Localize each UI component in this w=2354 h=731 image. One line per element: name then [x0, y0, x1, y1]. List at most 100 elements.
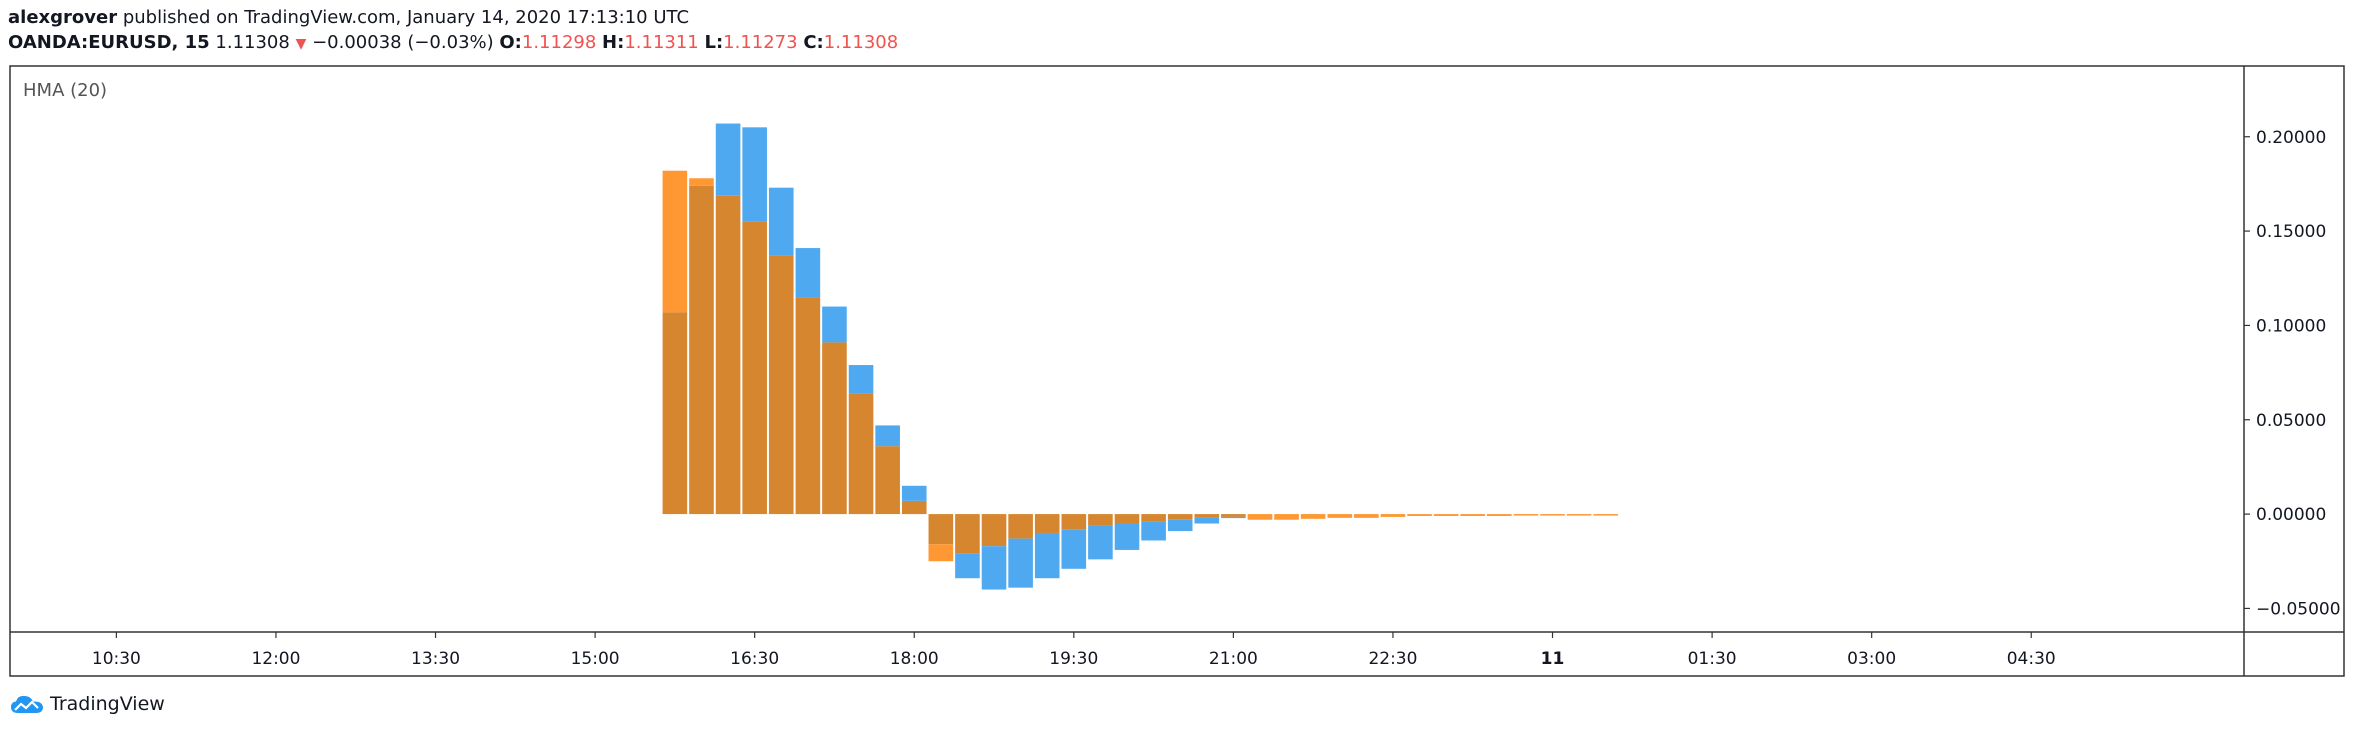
time-tick-label: 21:00 [1209, 649, 1258, 669]
overlap-bar [1194, 514, 1220, 518]
bars-group [662, 123, 1619, 590]
overlap-bar [928, 514, 954, 545]
blue-bar [1221, 516, 1246, 519]
overlap-bar [1221, 514, 1246, 517]
overlap-bar [875, 446, 900, 515]
blue-bar [1167, 519, 1193, 532]
orange-bar [1247, 514, 1273, 520]
publish-line: alexgrover published on TradingView.com,… [8, 6, 689, 30]
time-tick-label: 22:30 [1368, 649, 1417, 669]
orange-bar [1433, 514, 1459, 516]
time-tick-label: 10:30 [92, 649, 141, 669]
overlap-bar [662, 312, 688, 515]
overlap-bar [1114, 514, 1140, 524]
low-value: 1.11273 [723, 32, 798, 53]
time-tick-label: 11 [1541, 649, 1565, 669]
symbol-name[interactable]: OANDA:EURUSD, 15 [8, 32, 210, 53]
cloud-logo-icon [11, 695, 43, 713]
price-tick-label: −0.05000 [2256, 599, 2341, 619]
overlap-bar [1167, 514, 1193, 520]
low-label: L: [704, 32, 724, 53]
blue-bar [901, 485, 927, 501]
blue-bar [822, 306, 847, 343]
price-tick-label: 0.15000 [2256, 222, 2326, 242]
price-tick-label: 0.00000 [2256, 505, 2326, 525]
orange-bar [1460, 514, 1486, 516]
overlap-bar [1008, 514, 1033, 539]
time-tick-label: 03:00 [1847, 649, 1896, 669]
indicator-label: HMA (20) [23, 80, 107, 101]
overlap-bar [689, 185, 714, 515]
author-name[interactable]: alexgrover [8, 7, 118, 28]
blue-bar [1088, 525, 1113, 560]
orange-bar [1487, 514, 1512, 516]
overlap-bar [768, 255, 794, 515]
overlap-bar [822, 342, 847, 515]
orange-bar [1566, 514, 1592, 516]
overlap-bar [848, 393, 874, 515]
blue-bar [1008, 538, 1033, 588]
symbol-line: OANDA:EURUSD, 15 1.11308 ▼ −0.00038 (−0.… [8, 31, 898, 56]
down-triangle-icon: ▼ [295, 36, 307, 52]
close-label: C: [803, 32, 824, 53]
overlap-bar [1034, 514, 1060, 533]
overlap-bar [955, 514, 980, 554]
orange-bar [1540, 514, 1565, 516]
brand-name: TradingView [50, 693, 165, 715]
orange-bar [689, 178, 714, 186]
blue-bar [1061, 529, 1087, 569]
overlap-bar [1088, 514, 1113, 526]
orange-bar [1354, 514, 1379, 518]
blue-bar [875, 425, 900, 447]
blue-bar [1114, 523, 1140, 550]
tradingview-logo[interactable]: TradingView [10, 691, 165, 717]
orange-bar [662, 170, 688, 313]
price-tick-label: 0.10000 [2256, 316, 2326, 336]
chart-frame [9, 65, 2345, 677]
orange-bar [1513, 514, 1539, 516]
high-value: 1.11311 [624, 32, 699, 53]
overlap-bar [742, 221, 767, 515]
time-tick-label: 04:30 [2007, 649, 2056, 669]
time-tick-label: 13:30 [411, 649, 460, 669]
time-tick-label: 19:30 [1049, 649, 1098, 669]
time-tick-label: 15:00 [571, 649, 620, 669]
price-tick-label: 0.05000 [2256, 411, 2326, 431]
overlap-bar [795, 297, 821, 515]
time-tick-label: 01:30 [1688, 649, 1737, 669]
orange-bar [928, 544, 954, 562]
orange-bar [1380, 514, 1406, 517]
overlap-bar [715, 195, 741, 515]
blue-bar [1194, 517, 1220, 524]
overlap-bar [1141, 514, 1166, 522]
orange-bar [1327, 514, 1353, 518]
blue-bar [742, 127, 767, 222]
price-tick-label: 0.20000 [2256, 128, 2326, 148]
published-text: published on TradingView.com, January 14… [122, 7, 690, 28]
overlap-bar [1061, 514, 1087, 530]
time-axis[interactable]: 10:30 12:00 13:30 15:00 16:30 18:00 19:30 21:00… [92, 632, 2056, 669]
open-label: O: [499, 32, 522, 53]
last-price: 1.11308 [215, 32, 290, 53]
blue-bar [715, 123, 741, 196]
overlap-bar [981, 514, 1007, 547]
orange-bar [1300, 514, 1326, 519]
time-tick-label: 12:00 [251, 649, 300, 669]
close-value: 1.11308 [823, 32, 899, 53]
price-axis[interactable]: 0.20000 0.15000 0.10000 0.05000 0.00000 −0.05… [2244, 128, 2341, 620]
blue-bar [955, 553, 980, 579]
blue-bar [1141, 521, 1166, 541]
time-tick-label: 16:30 [730, 649, 779, 669]
orange-bar [1274, 514, 1299, 520]
blue-bar [848, 365, 874, 394]
high-label: H: [602, 32, 625, 53]
price-change: −0.00038 (−0.03%) [312, 32, 494, 53]
blue-bar [981, 546, 1007, 590]
blue-bar [795, 248, 821, 298]
blue-bar [768, 187, 794, 256]
overlap-bar [901, 500, 927, 515]
orange-bar [1593, 514, 1619, 516]
time-tick-label: 18:00 [890, 649, 939, 669]
blue-bar [1034, 532, 1060, 579]
